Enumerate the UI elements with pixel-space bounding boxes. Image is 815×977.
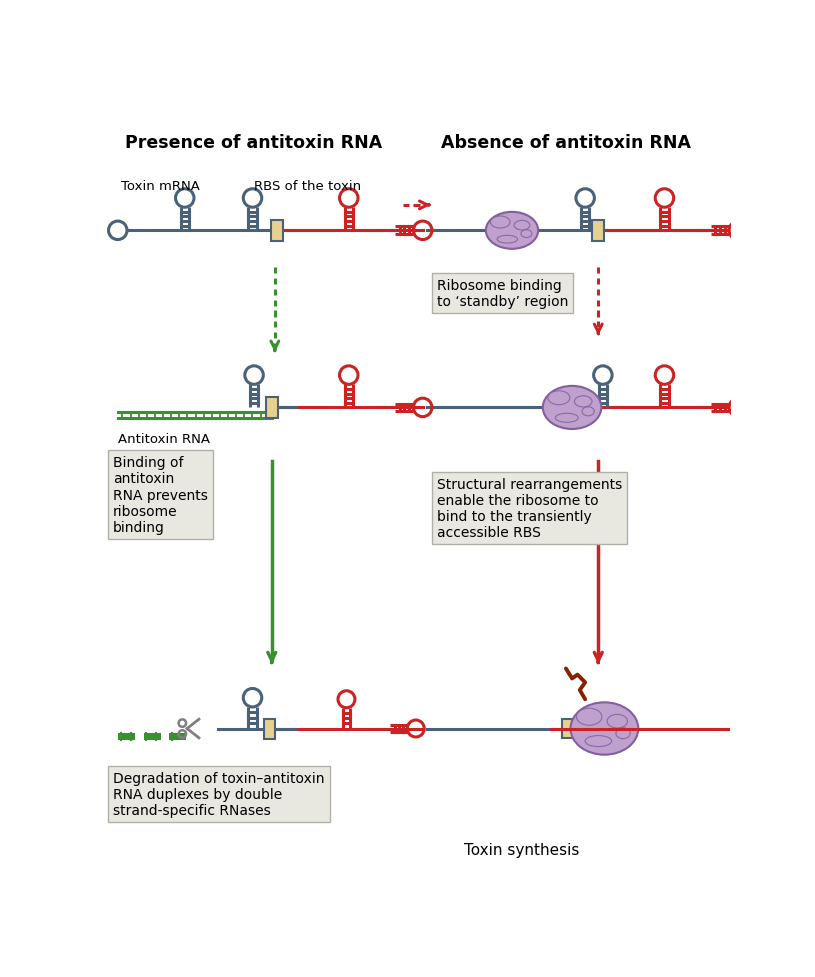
Ellipse shape <box>521 231 532 238</box>
FancyBboxPatch shape <box>593 221 604 242</box>
FancyBboxPatch shape <box>562 719 573 738</box>
Text: Degradation of toxin–antitoxin
RNA duplexes by double
strand-specific RNases: Degradation of toxin–antitoxin RNA duple… <box>113 771 324 818</box>
Ellipse shape <box>486 213 538 249</box>
Text: Toxin mRNA: Toxin mRNA <box>121 181 200 193</box>
FancyBboxPatch shape <box>579 398 591 419</box>
Ellipse shape <box>575 397 592 407</box>
FancyBboxPatch shape <box>118 734 134 741</box>
FancyBboxPatch shape <box>264 719 275 739</box>
Ellipse shape <box>491 217 510 229</box>
Ellipse shape <box>607 714 628 728</box>
Ellipse shape <box>570 702 638 755</box>
Ellipse shape <box>514 221 530 231</box>
Text: Antitoxin RNA: Antitoxin RNA <box>118 433 209 446</box>
Text: Structural rearrangements
enable the ribosome to
bind to the transiently
accessi: Structural rearrangements enable the rib… <box>437 477 622 539</box>
Ellipse shape <box>585 736 611 746</box>
Text: Absence of antitoxin RNA: Absence of antitoxin RNA <box>441 134 691 152</box>
FancyBboxPatch shape <box>144 734 161 741</box>
FancyBboxPatch shape <box>271 221 283 242</box>
FancyBboxPatch shape <box>266 398 278 419</box>
Text: Toxin synthesis: Toxin synthesis <box>465 842 579 857</box>
Text: Presence of antitoxin RNA: Presence of antitoxin RNA <box>126 134 383 152</box>
Text: RBS of the toxin: RBS of the toxin <box>254 181 361 193</box>
FancyBboxPatch shape <box>170 734 187 741</box>
Ellipse shape <box>582 407 594 416</box>
Ellipse shape <box>576 708 601 726</box>
Ellipse shape <box>548 392 570 405</box>
Ellipse shape <box>497 236 518 244</box>
Ellipse shape <box>543 387 601 430</box>
Ellipse shape <box>555 414 578 423</box>
Text: Binding of
antitoxin
RNA prevents
ribosome
binding: Binding of antitoxin RNA prevents riboso… <box>113 455 208 534</box>
Ellipse shape <box>616 728 630 739</box>
Text: Ribosome binding
to ‘standby’ region: Ribosome binding to ‘standby’ region <box>437 278 568 309</box>
